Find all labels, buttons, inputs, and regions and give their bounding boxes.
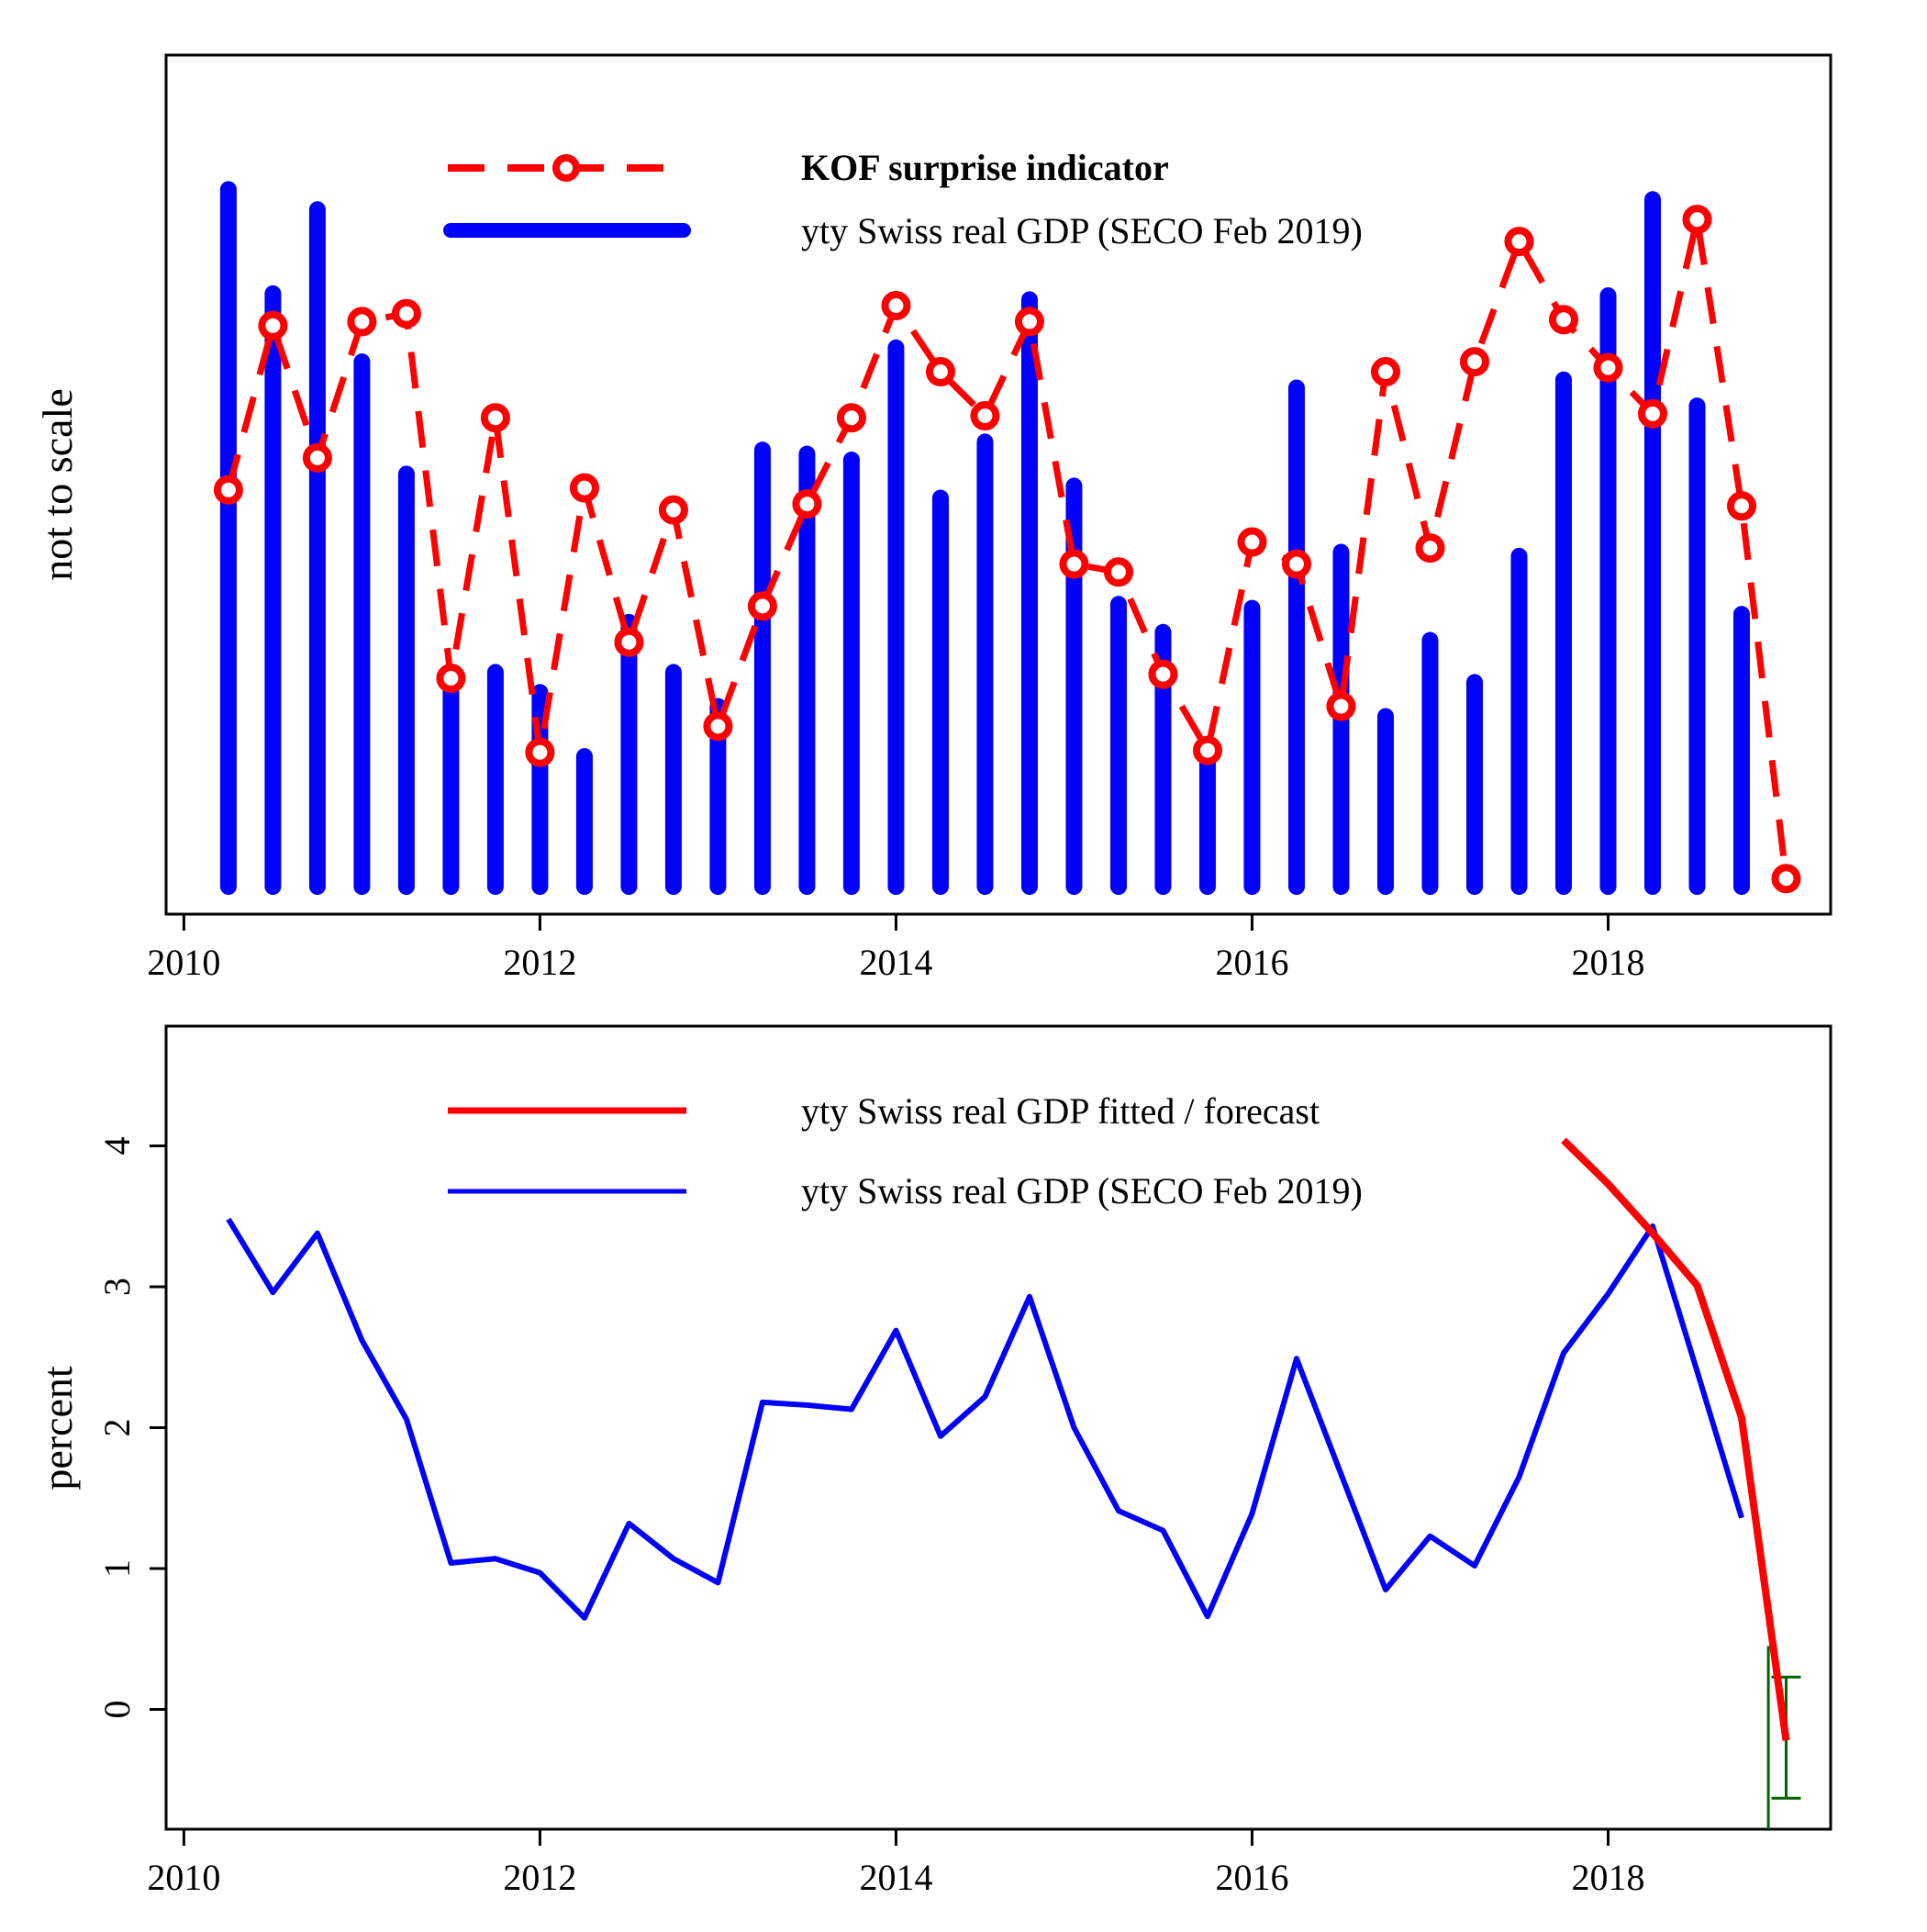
kof-point (1148, 659, 1178, 689)
kof-point (970, 401, 1000, 431)
bottom-x-tick-label: 2016 (1215, 1857, 1288, 1898)
bottom-y-tick-label: 2 (96, 1419, 138, 1437)
legend-gdp-line-label: yty Swiss real GDP (SECO Feb 2019) (801, 1170, 1363, 1212)
gdp-actual-line (226, 1217, 1744, 1621)
kof-point (836, 403, 866, 433)
kof-point (1326, 691, 1356, 721)
bottom-lines (226, 1137, 1790, 1741)
kof-point (792, 489, 822, 519)
kof-point (925, 357, 955, 387)
top-x-tick-label: 2010 (147, 942, 220, 983)
kof-point (436, 663, 466, 693)
kof-series-line (225, 216, 1789, 879)
kof-point (1059, 549, 1089, 579)
bottom-x-tick-label: 2012 (503, 1857, 576, 1898)
kof-point (658, 495, 688, 525)
top-plot-frame (164, 53, 1832, 916)
kof-point (1682, 205, 1712, 235)
top-x-tick-label: 2014 (859, 942, 932, 983)
bottom-x-axis: 2010 2012 2014 2016 2018 (147, 1829, 1644, 1898)
bottom-y-axis-label: percent (34, 1366, 81, 1491)
bottom-legend: yty Swiss real GDP fitted / forecast yty… (448, 1090, 1363, 1212)
bottom-y-tick-label: 0 (96, 1701, 138, 1719)
kof-point (213, 475, 243, 505)
bottom-y-tick-label: 4 (96, 1136, 138, 1155)
top-y-axis-label: not to scale (34, 388, 81, 581)
kof-point (1504, 227, 1534, 257)
legend-kof-label: KOF surprise indicator (801, 147, 1169, 188)
kof-point (525, 737, 555, 767)
kof-point (1726, 491, 1756, 521)
kof-point (1014, 307, 1044, 337)
bottom-y-tick-label: 1 (96, 1559, 138, 1578)
legend-fitted-label: yty Swiss real GDP fitted / forecast (801, 1090, 1320, 1132)
bottom-y-axis: 0 1 2 3 4 (96, 1136, 166, 1719)
bottom-x-tick-label: 2010 (147, 1857, 220, 1898)
top-panel: 2010 2012 2014 2016 2018 not to scale KOF su… (34, 53, 1832, 983)
kof-point (1459, 347, 1489, 377)
kof-point (1281, 549, 1311, 579)
bottom-x-tick-label: 2014 (859, 1857, 932, 1898)
kof-point (1192, 735, 1222, 765)
gdp-fitted-forecast-line (1561, 1137, 1790, 1741)
top-legend: KOF surprise indicator yty Swiss real GD… (443, 147, 1363, 251)
top-x-tick-label: 2018 (1571, 942, 1644, 983)
legend-gdp-bar-label: yty Swiss real GDP (SECO Feb 2019) (801, 210, 1363, 251)
kof-point (747, 591, 777, 621)
top-kof-line (213, 205, 1801, 894)
kof-point (391, 298, 421, 329)
kof-point (258, 310, 288, 341)
bottom-y-tick-label: 3 (96, 1278, 138, 1296)
bottom-x-tick-label: 2018 (1571, 1857, 1644, 1898)
kof-point (703, 711, 733, 742)
kof-point (347, 307, 377, 337)
top-bars (219, 181, 1750, 895)
top-x-tick-label: 2012 (503, 942, 576, 983)
kof-point (1237, 527, 1267, 557)
kof-point (881, 290, 911, 320)
kof-point (1103, 557, 1133, 587)
kof-point (302, 442, 332, 473)
kof-point (614, 627, 644, 657)
bottom-plot-frame (164, 1024, 1832, 1831)
kof-point (480, 403, 510, 433)
kof-point (1771, 864, 1801, 894)
top-x-axis: 2010 2012 2014 2016 2018 (147, 914, 1644, 983)
kof-point (1415, 533, 1445, 564)
kof-point (569, 473, 599, 503)
top-x-tick-label: 2016 (1215, 942, 1288, 983)
kof-point (1593, 352, 1623, 383)
kof-point (1548, 305, 1578, 335)
kof-point (1637, 398, 1667, 429)
bottom-panel: 2010 2012 2014 2016 2018 0 1 2 3 4 percent yty S… (34, 1024, 1832, 1898)
legend-kof-swatch-marker (552, 154, 580, 182)
kof-point (1370, 357, 1400, 387)
